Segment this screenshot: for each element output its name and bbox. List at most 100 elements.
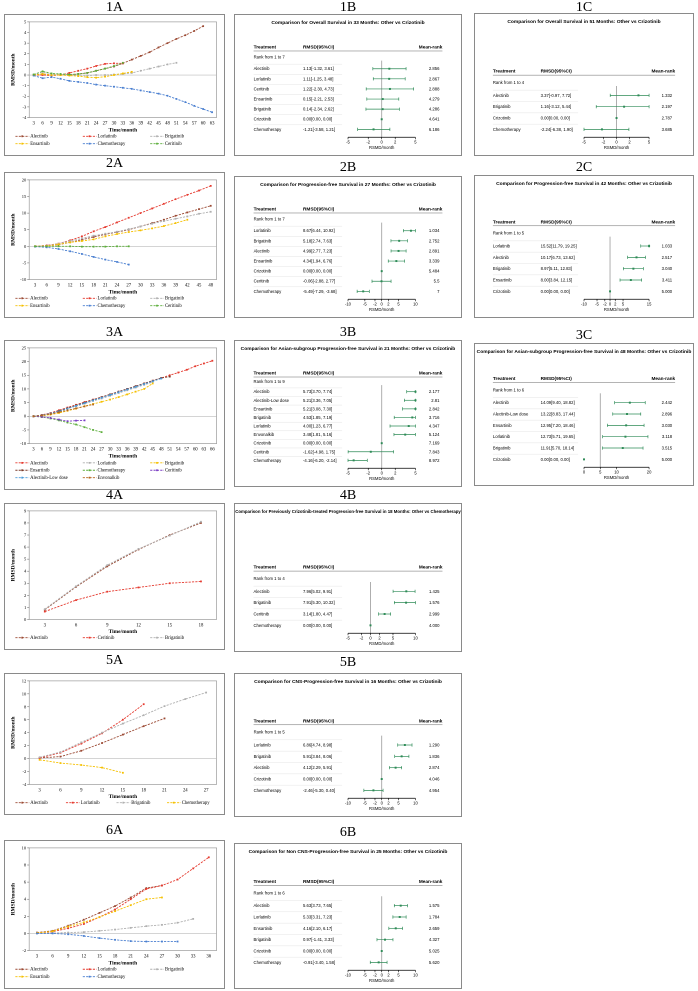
y-tick-label: 3 [24,581,27,586]
data-point [75,419,77,422]
x-tick-label: -5 [346,636,350,641]
data-point [75,599,77,602]
point-estimate [383,613,386,615]
forest-row: Alectinib-Low dose 13.22[8.83, 17.44] 2.89… [493,408,673,416]
legend-marker [71,801,74,804]
data-point [86,82,89,84]
treatment-name: Ceritinib [254,279,270,284]
data-point [176,878,179,881]
forest-plot: Comparison for Overall Survival in 33 Mo… [254,20,443,150]
point-estimate [623,105,626,108]
legend-marker [156,142,158,145]
mean-rank-value: 2.517 [662,255,673,260]
data-point [32,73,35,76]
data-point [134,390,137,393]
x-tick-label: 5 [392,636,395,641]
x-tick-label: 24 [183,788,188,793]
data-point [162,225,165,227]
forest-plot-frame: Comparison for Non CNS-Progression-free … [234,843,462,989]
legend-label: Brigatinib [131,801,151,806]
y-tick-label: -5 [22,260,27,265]
x-axis-label: Time/month [109,289,137,295]
data-point [198,208,200,211]
mean-rank-value: 2.442 [662,400,673,405]
point-estimate [615,117,618,120]
data-point [38,756,41,759]
data-point [186,211,189,214]
rmsd-ci-value: 1.13[-1.32, 3.61] [303,66,334,71]
data-point [209,204,212,207]
data-point [202,25,205,28]
treatment-name: Lorlatinib [493,243,511,248]
series-chemotherapy [36,932,179,943]
rmsd-ci-value: -1.21[-3.58, 1.21] [303,127,335,132]
y-tick-label: 6 [24,545,27,550]
treatment-name: Brigatinib [493,104,511,109]
x-tick-label: 12 [58,121,63,126]
y-tick-label: 5 [24,400,27,405]
x-axis-label: RSMD/month [369,476,395,481]
point-estimate [388,77,391,80]
x-tick-label: 45 [197,283,202,288]
mean-rank-value: 1.034 [429,228,440,233]
forest-row: Chemotherapy -1.21[-3.58, 1.21] 6.186 [254,124,440,132]
legend-label: Lorlatinib [81,801,101,806]
legend-marker [156,135,158,138]
y-tick-label: 8 [24,862,27,867]
data-point [198,212,200,215]
y-tick-label: 0 [24,73,27,78]
forest-row: Crizotinib 0.00[0.00, 0.00] 5.484 [254,266,440,274]
forest-title: Comparison for Previously Crizotinib-tre… [235,509,461,514]
series-line [35,219,188,247]
x-tick-label: -2 [603,302,607,307]
legend-marker [21,135,24,138]
treatment-name: Chemotherapy [493,127,522,132]
legend-label: Brigatinib [165,636,185,641]
data-point [82,921,85,924]
data-point [109,394,111,396]
legend-label: Brigatinib [165,461,185,466]
x-tick-label: 48 [208,283,213,288]
forest-plot: Comparison for Asian-subgroup Progressio… [241,346,456,481]
forest-row: Ensartinib 8.00[3.84, 12.15] 3.411 [493,274,673,283]
data-point [77,73,80,75]
rmsd-ci-value: 0.00[0.00, 0.00] [303,269,332,274]
panel-2a: 2A -10 -5 0 5 10 15 20 3 6 9 12 15 18 21 24 27 30 33 36 39 4… [4,156,225,318]
x-tick-label: 33 [121,121,126,126]
data-point [86,74,89,77]
legend-marker [88,461,91,464]
mean-rank-value: 8.972 [429,458,440,463]
x-tick-label: 45 [156,121,161,126]
forest-plot-frame: Comparison for Progression-free Survival… [474,175,694,318]
data-point [92,238,95,241]
rmsd-ci-value: 1.16[-3.12, 5.44] [541,104,572,109]
rmsd-ci-value: 0.00[0.00, 0.00] [303,623,332,628]
data-point [139,212,142,214]
forest-row: Alectinib 3.37[-0.97, 7.72] 1.332 [493,89,673,98]
data-point [67,933,70,936]
rmsd-ci-value: 15.52[11.79, 19.25] [541,243,577,248]
legend-label: Ensartinib [30,304,50,309]
treatment-name: Alectinib [493,93,510,98]
mean-rank-value: 1.576 [429,600,440,605]
forest-row: Crizotinib 0.00[0.00, 0.00] 5.025 [253,945,440,953]
x-axis-label: Time/month [109,629,137,635]
data-point [205,691,208,694]
point-estimate [414,407,417,410]
series-chemotherapy [38,758,124,774]
x-tick-label: 21 [128,954,133,959]
treatment-name: Lorlatinib [493,434,511,439]
rank-range-label: Rank from 1 to 7 [254,55,286,60]
data-point [68,79,71,82]
mean-rank-value: 4.000 [429,623,440,628]
point-estimate [362,290,365,293]
y-tick-label: 5 [24,227,27,232]
x-tick-label: 3 [32,121,35,126]
y-tick-label: 25 [22,345,27,350]
treatment-name: Crizotinib [493,457,511,462]
x-tick-label: -5 [363,302,367,307]
forest-row: Crizotinib 0.00[0.00, 0.00] 5.000 [493,453,673,462]
forest-row: Alectinib 5.63[3.73, 7.65] 1.575 [253,900,440,908]
header-mean-rank: Mean-rank [419,45,443,51]
